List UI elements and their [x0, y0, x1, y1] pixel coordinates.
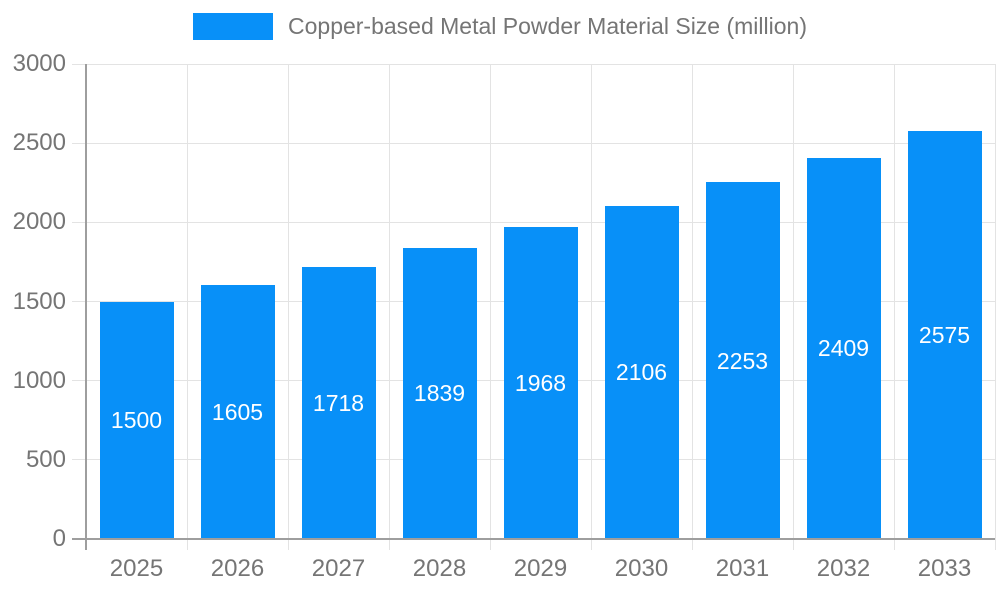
x-axis-tick-label: 2028	[412, 555, 467, 582]
x-gridline	[489, 64, 491, 550]
x-gridline	[691, 64, 693, 550]
x-gridline	[590, 64, 592, 550]
bar-value-label: 2575	[918, 322, 971, 349]
y-axis-tick-label: 0	[52, 525, 66, 552]
legend: Copper-based Metal Powder Material Size …	[0, 13, 1000, 40]
x-axis-tick-label: 2025	[109, 555, 164, 582]
x-axis-line	[72, 538, 995, 540]
y-gridline	[72, 63, 995, 65]
y-axis-tick-label: 1000	[12, 366, 66, 394]
bar-value-label: 1500	[110, 407, 163, 434]
x-gridline	[388, 64, 390, 550]
bar	[301, 266, 376, 539]
y-axis-tick-label: 1500	[12, 287, 66, 315]
y-axis-tick-label: 2500	[12, 129, 66, 157]
chart-title: Copper-based Metal Powder Material Size …	[288, 13, 807, 39]
x-axis-tick-label: 2033	[917, 555, 972, 582]
y-gridline	[72, 142, 995, 144]
bar-value-label: 2409	[817, 335, 870, 362]
x-gridline	[792, 64, 794, 550]
y-axis-tick-label: 3000	[12, 50, 66, 77]
bar	[200, 284, 275, 539]
bar-value-label: 2253	[716, 347, 769, 374]
x-axis-tick-label: 2029	[513, 555, 568, 582]
bar-value-label: 2106	[615, 359, 668, 386]
y-axis-tick-label: 500	[25, 445, 66, 473]
bar	[907, 131, 982, 539]
x-gridline	[287, 64, 289, 550]
x-gridline	[994, 64, 996, 550]
bar-value-label: 1718	[312, 389, 365, 416]
x-axis-tick-label: 2027	[311, 555, 366, 582]
bar	[402, 247, 477, 539]
x-axis-tick-label: 2032	[816, 555, 871, 582]
x-axis-tick-label: 2031	[715, 555, 770, 582]
x-gridline	[893, 64, 895, 550]
x-gridline	[186, 64, 188, 550]
bar	[705, 182, 780, 539]
y-gridline	[72, 221, 995, 223]
legend-swatch	[193, 13, 273, 40]
bar	[99, 301, 174, 539]
y-axis-line	[85, 64, 87, 550]
bar-value-label: 1968	[514, 370, 567, 397]
y-axis-tick-label: 2000	[12, 208, 66, 236]
x-axis-tick-label: 2026	[210, 555, 265, 582]
bar	[604, 205, 679, 539]
bar	[806, 157, 881, 539]
bar-value-label: 1839	[413, 380, 466, 407]
bar-value-label: 1605	[211, 398, 264, 425]
x-axis-tick-label: 2030	[614, 555, 669, 582]
bar	[503, 227, 578, 539]
